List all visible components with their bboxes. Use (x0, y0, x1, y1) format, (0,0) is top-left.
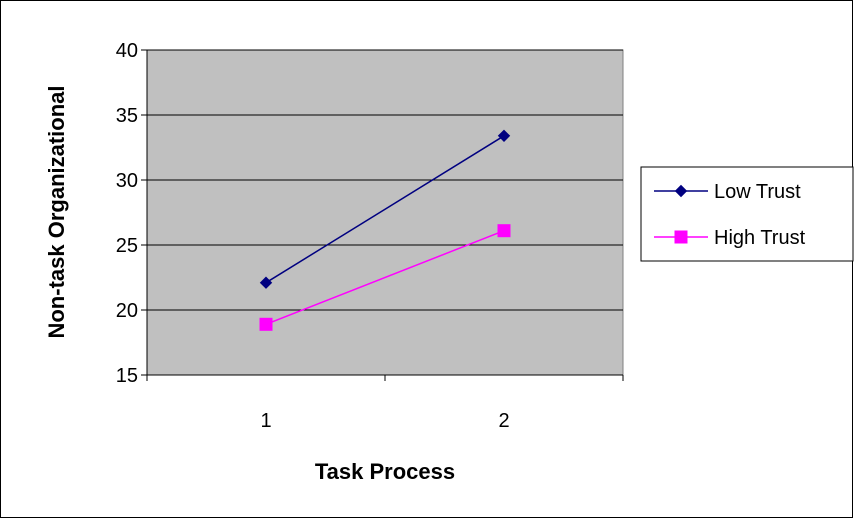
legend-item: Low Trust (654, 181, 801, 203)
x-tick-label: 2 (498, 410, 509, 432)
gridlines (147, 49, 623, 311)
y-tick-label: 15 (116, 365, 138, 387)
data-point (497, 129, 511, 143)
data-point (259, 276, 273, 289)
legend-item: High Trust (654, 227, 806, 249)
series-layer (259, 129, 511, 331)
legend-marker (674, 230, 688, 244)
data-point (497, 224, 511, 238)
axes (141, 49, 624, 381)
legend-label: Low Trust (714, 181, 801, 203)
series-high-trust (259, 224, 511, 331)
legend-box (640, 166, 854, 262)
plot-area (146, 49, 624, 376)
legend-label: High Trust (714, 227, 806, 249)
y-tick-label: 30 (116, 170, 138, 192)
data-point (259, 317, 273, 331)
y-tick-labels: 15 20 25 30 35 40 (116, 40, 138, 387)
y-tick-label: 25 (116, 235, 138, 257)
x-tick-label: 1 (260, 410, 271, 432)
series-low-trust (259, 129, 511, 289)
y-tick-label: 20 (116, 300, 138, 322)
y-tick-label: 35 (116, 105, 138, 127)
y-tick-label: 40 (116, 40, 138, 62)
series-line (265, 230, 505, 325)
series-line (265, 135, 505, 284)
y-axis-title: Non-task Organizational (44, 85, 69, 338)
legend: Low Trust High Trust (640, 166, 854, 262)
legend-marker (674, 184, 688, 198)
x-axis-title: Task Process (315, 459, 455, 484)
